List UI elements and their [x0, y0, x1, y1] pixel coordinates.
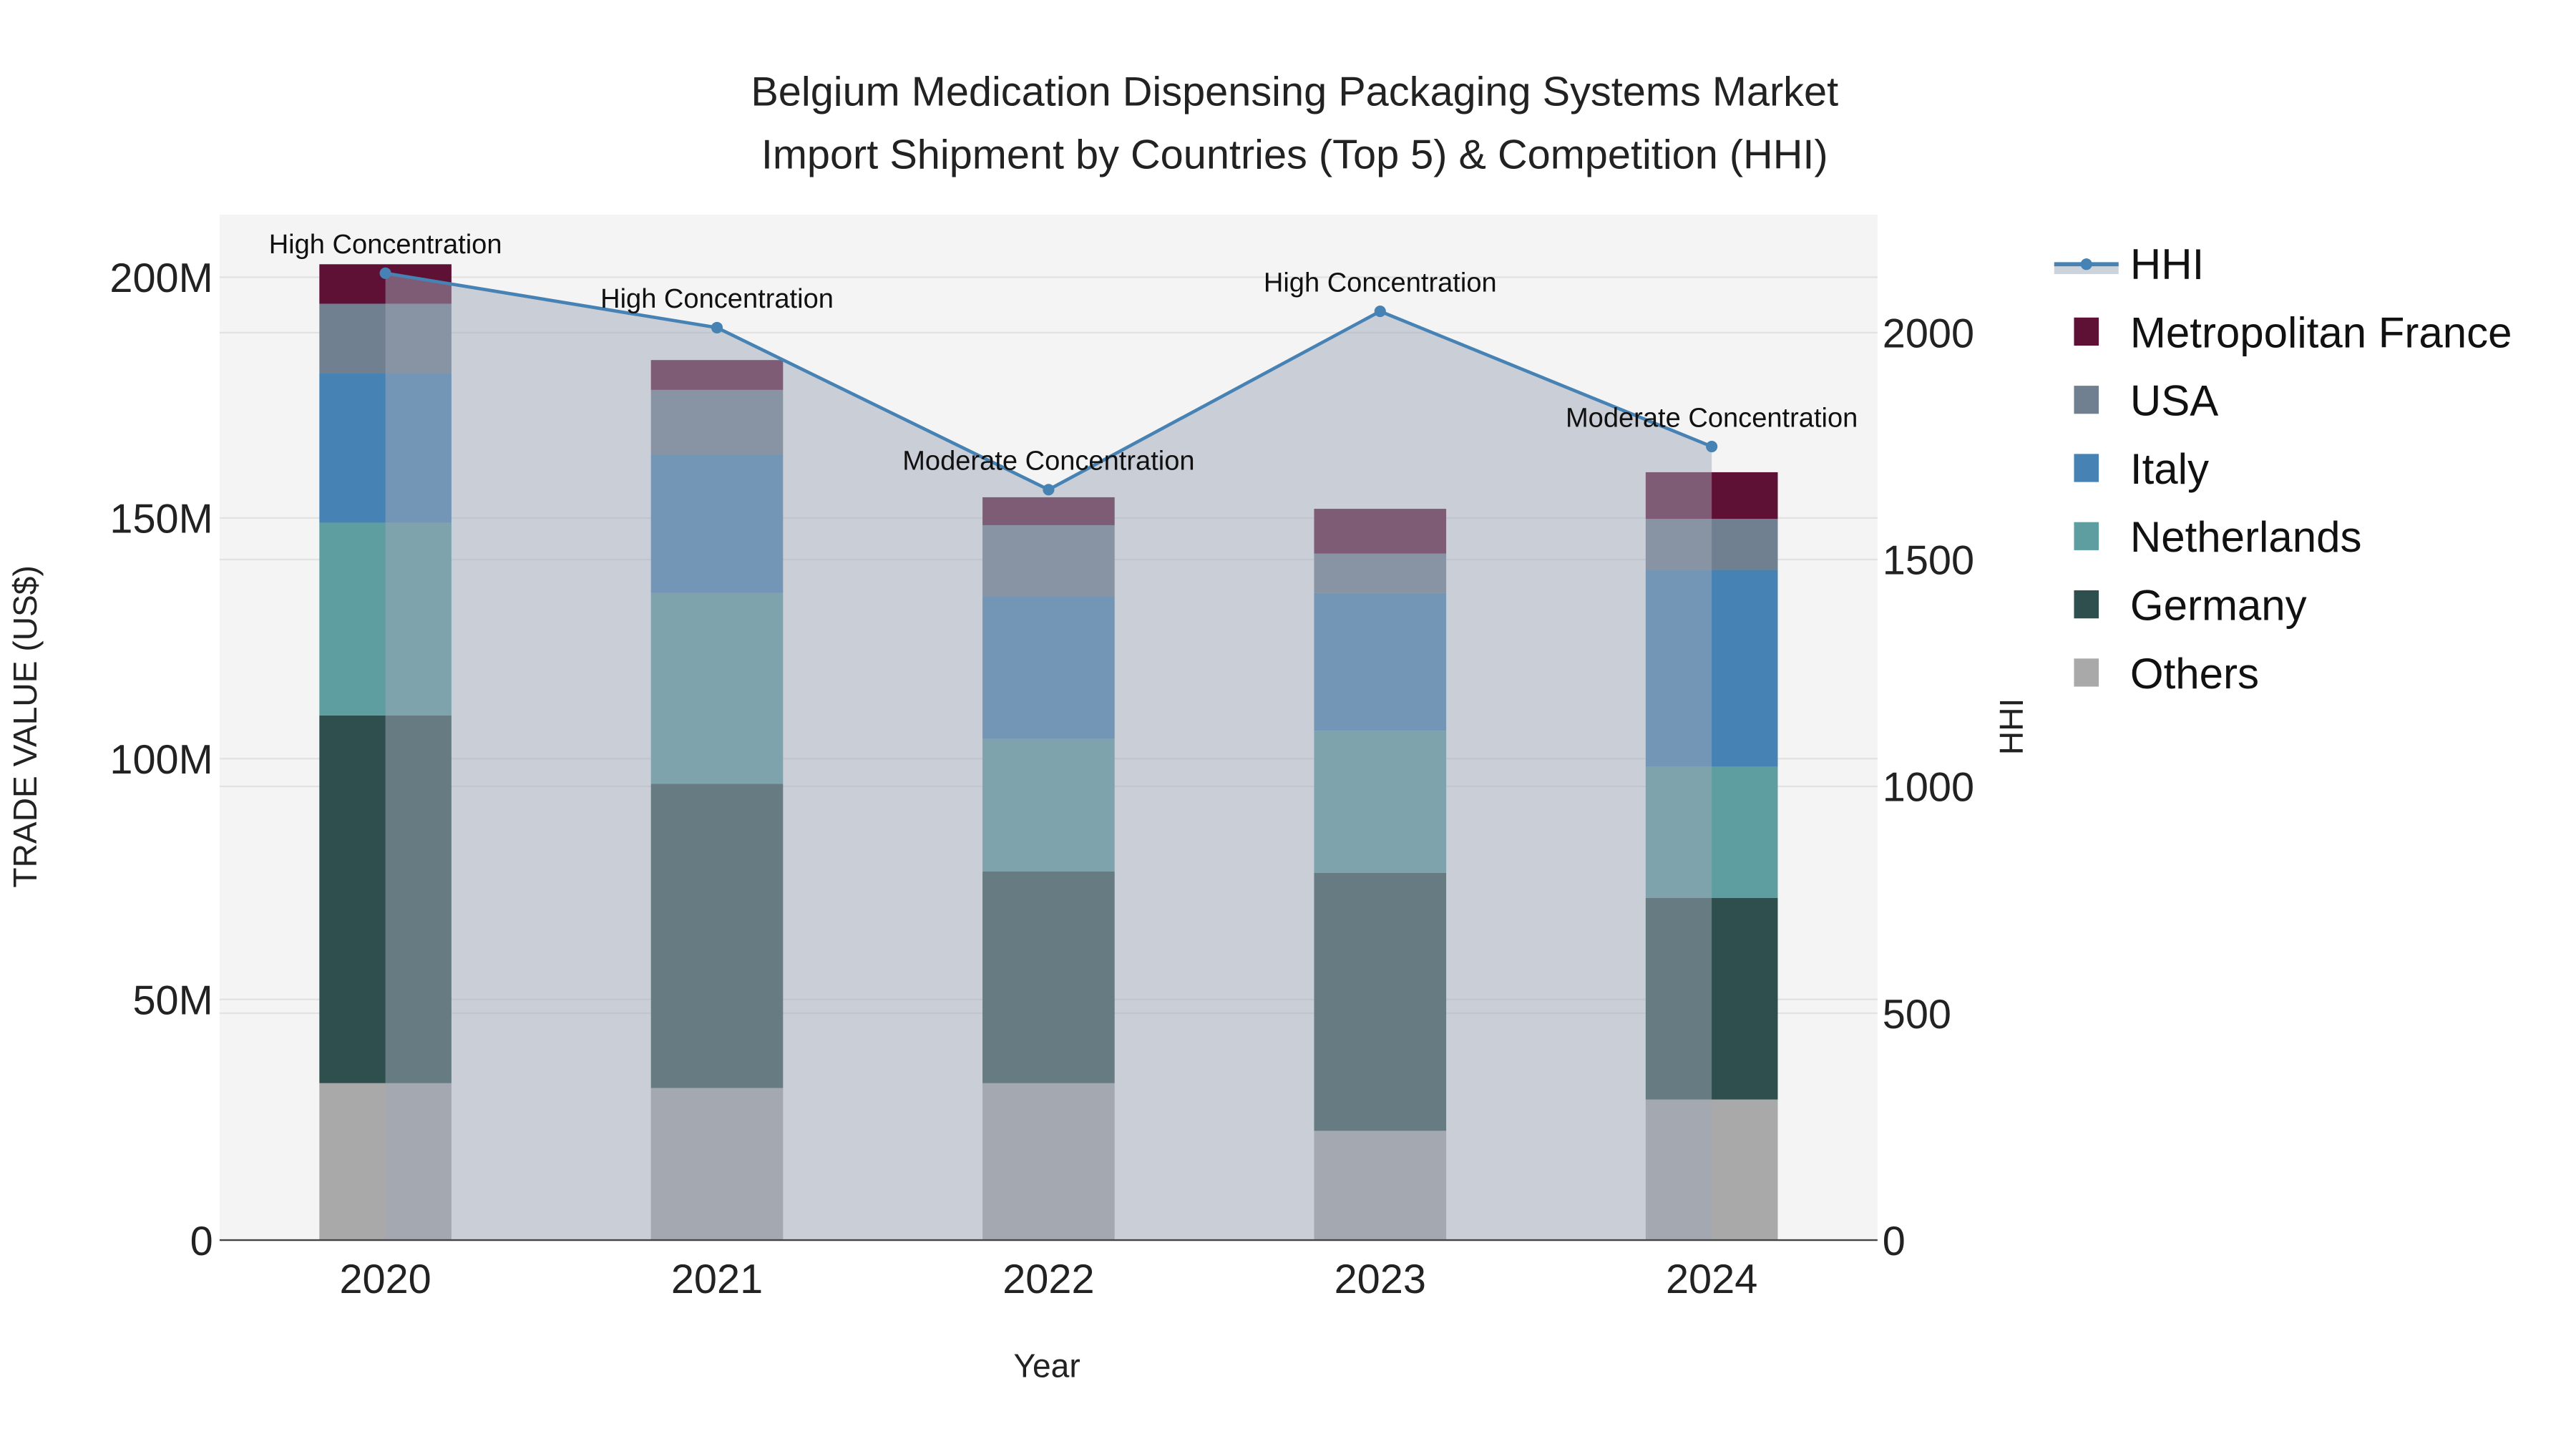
hhi-point-2022 — [1043, 484, 1055, 496]
legend-item-germany[interactable]: Germany — [2074, 582, 2307, 630]
hhi-point-2024 — [1706, 440, 1718, 453]
y2-tick-label: 1500 — [1883, 538, 1974, 584]
legend: HHI Metropolitan France USA Italy Netherland… — [2054, 240, 2512, 698]
legend-label: Italy — [2130, 445, 2209, 493]
legend-item-netherlands[interactable]: Netherlands — [2074, 513, 2361, 561]
legend-swatch — [2074, 386, 2099, 414]
y-tick-label: 100M — [109, 737, 213, 783]
y2-tick-label: 2000 — [1883, 311, 1974, 357]
hhi-annotation: High Concentration — [1264, 268, 1497, 298]
legend-label: USA — [2130, 377, 2218, 425]
hhi-point-2023 — [1374, 305, 1386, 318]
hhi-annotation: High Concentration — [600, 284, 834, 314]
legend-item-usa[interactable]: USA — [2074, 377, 2218, 425]
y2-tick-label: 500 — [1883, 992, 1951, 1038]
legend-swatch — [2074, 317, 2099, 346]
x-tick-label: 2023 — [1335, 1257, 1426, 1302]
y2-tick-label: 1000 — [1883, 765, 1974, 811]
legend-label: Metropolitan France — [2130, 308, 2512, 356]
x-axis-ticks: 2020 2021 2022 2023 2024 — [339, 1257, 1757, 1302]
y-axis-ticks: 0 50M 100M 150M 200M — [109, 255, 213, 1264]
x-tick-label: 2020 — [339, 1257, 431, 1302]
y-tick-label: 150M — [109, 497, 213, 542]
legend-item-italy[interactable]: Italy — [2074, 445, 2209, 493]
x-tick-label: 2024 — [1666, 1257, 1757, 1302]
y2-tick-label: 0 — [1883, 1219, 1906, 1264]
legend-hhi-marker — [2080, 258, 2092, 270]
hhi-annotation: Moderate Concentration — [902, 447, 1194, 477]
legend-swatch — [2074, 454, 2099, 482]
hhi-annotation: Moderate Concentration — [1566, 403, 1858, 433]
y2-axis-label: HHI — [1993, 698, 2030, 755]
legend-item-hhi[interactable]: HHI — [2054, 240, 2204, 288]
hhi-area — [385, 273, 1712, 1241]
hhi-series: High Concentration High Concentration Mode… — [269, 230, 1858, 1241]
y-tick-label: 50M — [132, 977, 213, 1023]
y-tick-label: 0 — [190, 1219, 213, 1264]
x-tick-label: 2021 — [671, 1257, 763, 1302]
legend-label: Germany — [2130, 582, 2307, 630]
legend-item-others[interactable]: Others — [2074, 650, 2259, 698]
legend-swatch — [2074, 590, 2099, 619]
hhi-point-2020 — [379, 267, 391, 279]
legend-item-metropolitan-france[interactable]: Metropolitan France — [2074, 308, 2512, 356]
legend-label: Netherlands — [2130, 513, 2362, 561]
hhi-point-2021 — [711, 321, 723, 333]
x-tick-label: 2022 — [1002, 1257, 1094, 1302]
legend-label: Others — [2130, 650, 2259, 698]
y-tick-label: 200M — [109, 255, 213, 301]
chart-title-line2: Import Shipment by Countries (Top 5) & C… — [761, 132, 1828, 177]
y-axis-label: TRADE VALUE (US$) — [6, 565, 44, 887]
legend-label: HHI — [2130, 240, 2204, 288]
legend-swatch — [2074, 658, 2099, 687]
hhi-annotation: High Concentration — [269, 230, 502, 260]
y2-axis-ticks: 0 500 1000 1500 2000 — [1883, 311, 1974, 1264]
x-axis-label: Year — [1013, 1347, 1080, 1385]
legend-swatch — [2074, 522, 2099, 550]
chart-title-line1: Belgium Medication Dispensing Packaging … — [751, 69, 1838, 115]
